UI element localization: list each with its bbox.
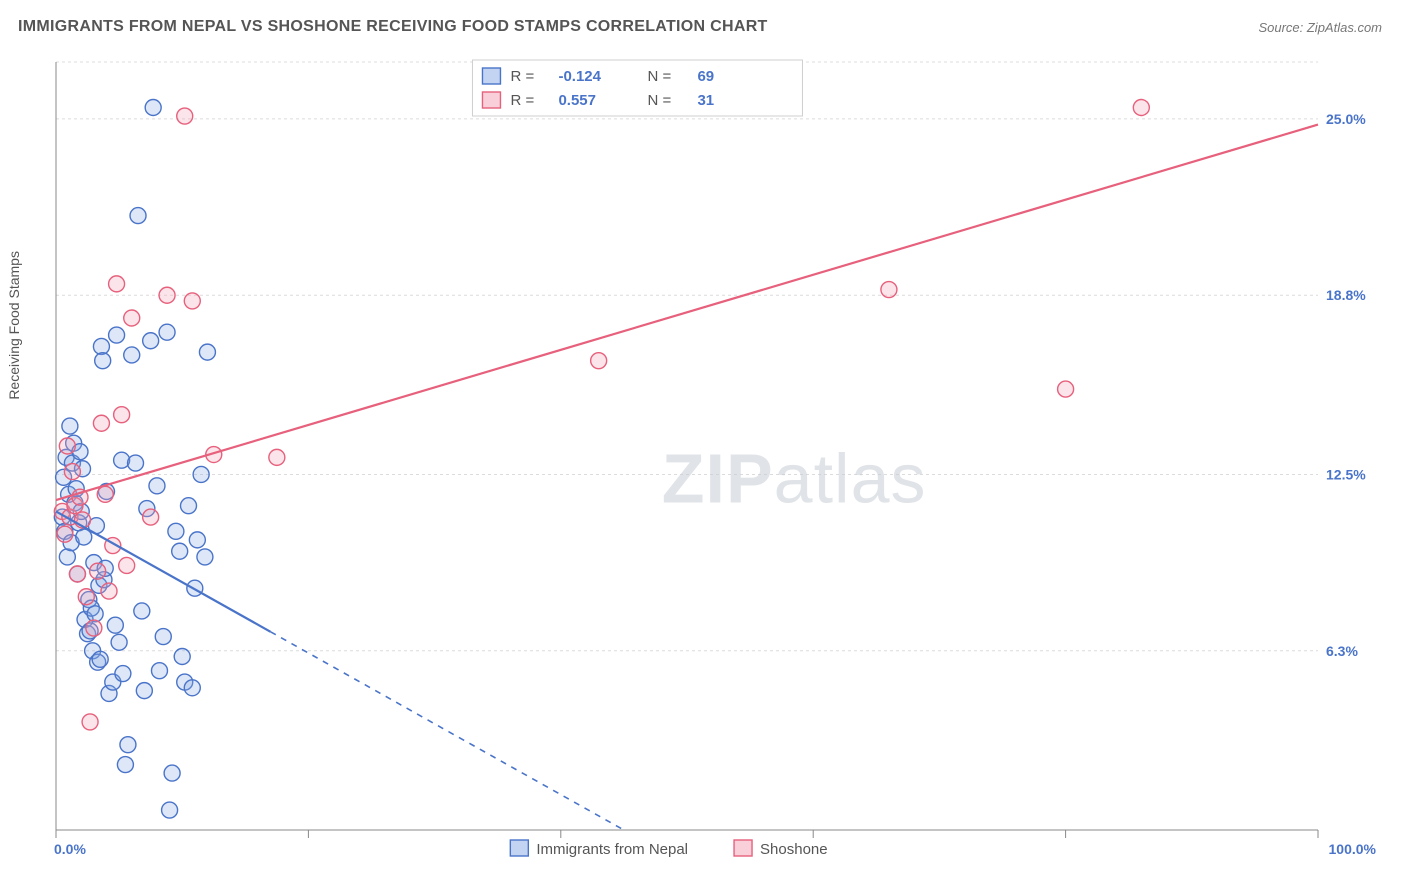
scatter-point — [177, 108, 193, 124]
legend-r-label: R = — [510, 68, 534, 85]
scatter-point — [93, 338, 109, 354]
scatter-point — [189, 532, 205, 548]
scatter-point — [90, 563, 106, 579]
scatter-point — [95, 353, 111, 369]
scatter-point — [124, 347, 140, 363]
scatter-point — [124, 310, 140, 326]
scatter-point — [111, 634, 127, 650]
legend-series-label: Shoshone — [760, 841, 828, 858]
y-tick-label: 12.5% — [1326, 466, 1366, 482]
y-tick-label: 6.3% — [1326, 643, 1358, 659]
scatter-point — [143, 333, 159, 349]
scatter-point — [119, 557, 135, 573]
x-min-label: 0.0% — [54, 841, 86, 857]
scatter-point — [97, 486, 113, 502]
scatter-point — [155, 629, 171, 645]
scatter-point — [114, 407, 130, 423]
legend-swatch — [482, 92, 500, 108]
scatter-point — [159, 287, 175, 303]
y-tick-label: 25.0% — [1326, 111, 1366, 127]
legend-r-label: R = — [510, 92, 534, 109]
scatter-point — [174, 648, 190, 664]
chart-container: Receiving Food Stamps 6.3%12.5%18.8%25.0… — [18, 58, 1388, 874]
scatter-point — [197, 549, 213, 565]
legend-n-value: 69 — [697, 68, 714, 85]
scatter-point — [92, 651, 108, 667]
scatter-point — [109, 276, 125, 292]
source-label: Source: ZipAtlas.com — [1258, 20, 1382, 35]
legend-swatch — [482, 68, 500, 84]
scatter-point — [64, 464, 80, 480]
scatter-point — [881, 282, 897, 298]
scatter-point — [193, 466, 209, 482]
scatter-point — [114, 452, 130, 468]
scatter-point — [101, 583, 117, 599]
scatter-point — [115, 666, 131, 682]
scatter-point — [86, 620, 102, 636]
legend-r-value: 0.557 — [558, 92, 596, 109]
legend-swatch — [510, 840, 528, 856]
scatter-point — [1058, 381, 1074, 397]
scatter-point — [184, 680, 200, 696]
scatter-point — [57, 526, 73, 542]
legend-n-label: N = — [647, 68, 671, 85]
scatter-point — [120, 737, 136, 753]
scatter-point — [151, 663, 167, 679]
correlation-scatter-chart: 6.3% 12.5% 18.8% 25.0% 0.0% 100.0% ZIPatlas R =… — [18, 58, 1388, 874]
scatter-point — [76, 529, 92, 545]
scatter-point — [162, 802, 178, 818]
scatter-point — [128, 455, 144, 471]
scatter-point — [184, 293, 200, 309]
watermark: ZIPatlas — [662, 439, 927, 517]
scatter-point — [164, 765, 180, 781]
trend-line-extrapolated — [271, 632, 624, 830]
scatter-point — [134, 603, 150, 619]
scatter-point — [159, 324, 175, 340]
legend-swatch — [734, 840, 752, 856]
y-tick-label: 18.8% — [1326, 287, 1366, 303]
scatter-point — [93, 415, 109, 431]
scatter-point — [143, 509, 159, 525]
y-axis-title: Receiving Food Stamps — [6, 251, 22, 400]
scatter-point — [78, 589, 94, 605]
scatter-point — [149, 478, 165, 494]
scatter-point — [181, 498, 197, 514]
scatter-point — [269, 449, 285, 465]
legend-series-label: Immigrants from Nepal — [536, 841, 688, 858]
scatter-point — [117, 757, 133, 773]
scatter-point — [59, 438, 75, 454]
scatter-point — [172, 543, 188, 559]
scatter-point — [168, 523, 184, 539]
legend-r-value: -0.124 — [558, 68, 601, 85]
scatter-point — [82, 714, 98, 730]
scatter-point — [109, 327, 125, 343]
scatter-point — [69, 566, 85, 582]
scatter-point — [59, 549, 75, 565]
scatter-point — [1133, 100, 1149, 116]
legend-n-label: N = — [647, 92, 671, 109]
scatter-point — [136, 683, 152, 699]
chart-title: IMMIGRANTS FROM NEPAL VS SHOSHONE RECEIV… — [18, 18, 768, 36]
scatter-point — [591, 353, 607, 369]
scatter-point — [87, 606, 103, 622]
scatter-point — [130, 208, 146, 224]
scatter-point — [199, 344, 215, 360]
x-max-label: 100.0% — [1329, 841, 1377, 857]
scatter-point — [62, 418, 78, 434]
scatter-point — [145, 100, 161, 116]
scatter-point — [107, 617, 123, 633]
legend-n-value: 31 — [697, 92, 714, 109]
